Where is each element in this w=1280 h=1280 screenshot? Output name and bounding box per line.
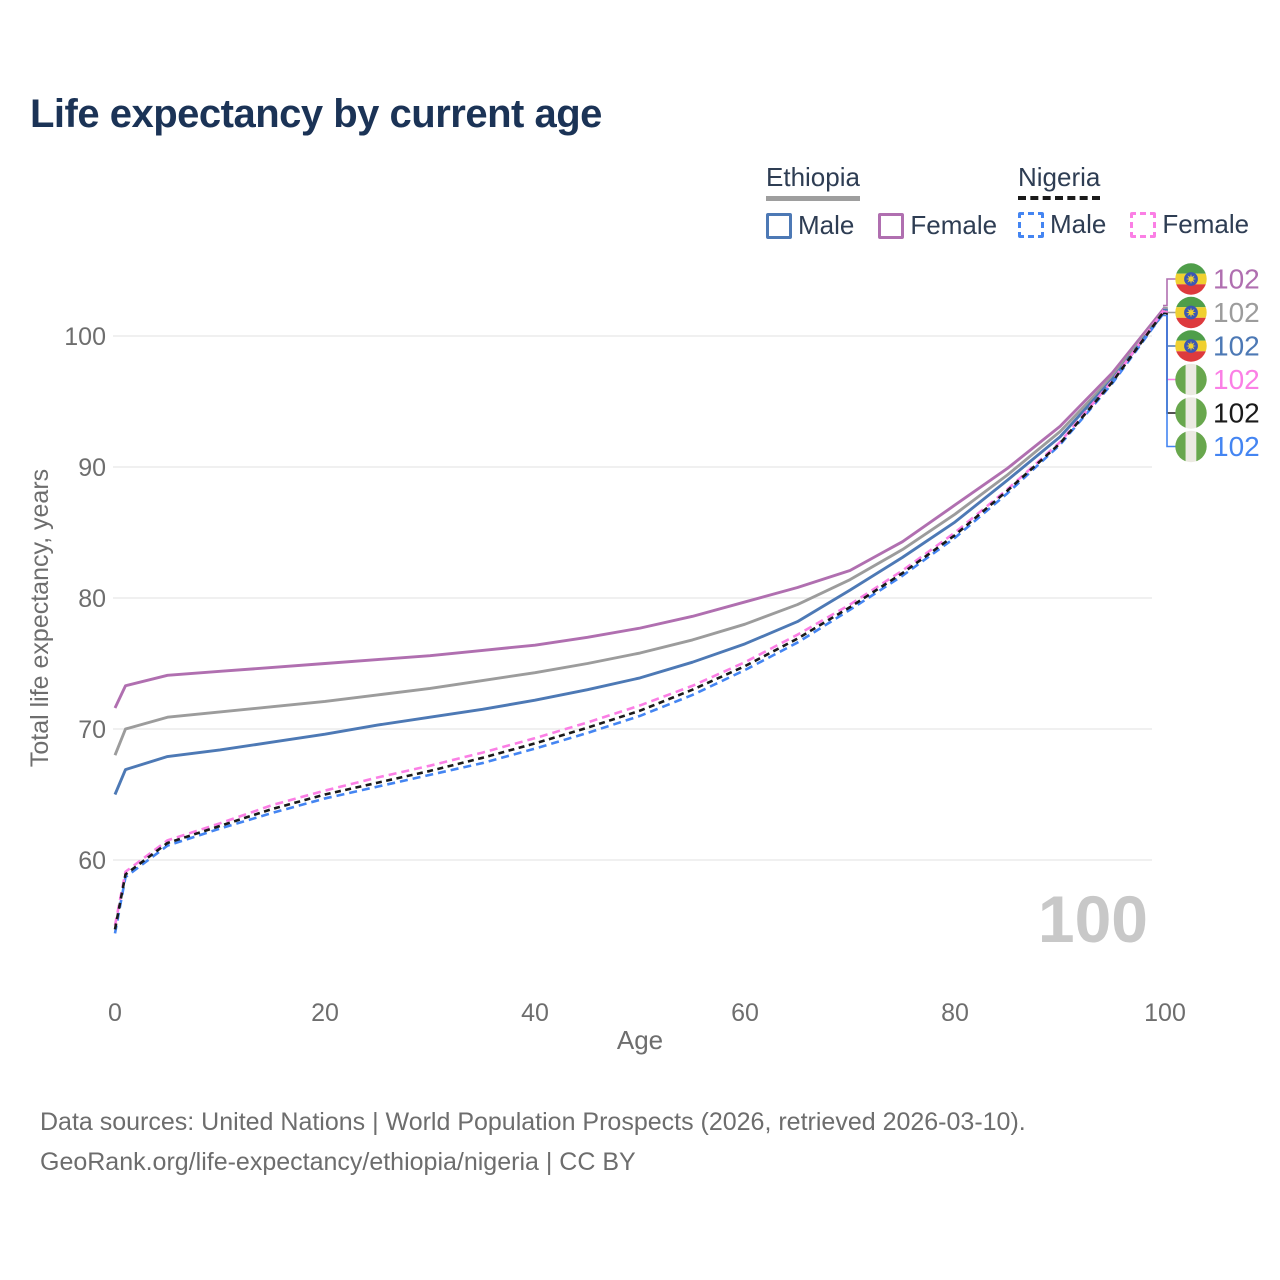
legend-swatch-ethiopia-male-icon bbox=[766, 212, 792, 239]
legend-item-nigeria-male[interactable]: Male bbox=[1018, 209, 1106, 240]
x-tick-label-40: 40 bbox=[521, 999, 549, 1027]
series-line-ethiopia-both[interactable] bbox=[113, 308, 1167, 756]
legend-item-label: Female bbox=[910, 210, 998, 240]
legend-item-label: Male bbox=[1050, 209, 1107, 239]
series-line-nigeria-female[interactable] bbox=[113, 307, 1167, 926]
legend-swatch-nigeria-female-icon bbox=[1130, 211, 1157, 238]
legend-country-ethiopia[interactable]: Ethiopia bbox=[766, 162, 860, 201]
footer-attribution-url[interactable]: GeoRank.org/life-expectancy/ethiopia/nig… bbox=[40, 1148, 636, 1176]
y-tick-label-70: 70 bbox=[78, 716, 106, 744]
x-tick-label-20: 20 bbox=[311, 999, 339, 1027]
end-value-label-nigeria-male: 102 bbox=[1213, 431, 1260, 462]
legend-item-label: Female bbox=[1162, 209, 1250, 239]
series-line-nigeria-male[interactable] bbox=[113, 310, 1167, 934]
y-tick-label-60: 60 bbox=[78, 847, 106, 875]
flag-icon-ethiopia bbox=[1175, 263, 1207, 295]
series-line-nigeria-both[interactable] bbox=[113, 309, 1167, 930]
end-value-label-nigeria-female: 102 bbox=[1213, 364, 1260, 395]
series-line-ethiopia-female[interactable] bbox=[113, 306, 1167, 709]
y-tick-label-80: 80 bbox=[78, 585, 106, 613]
y-tick-label-90: 90 bbox=[78, 454, 106, 482]
legend-item-label: Male bbox=[798, 210, 855, 240]
page-title: Life expectancy by current age bbox=[30, 92, 602, 136]
x-axis-title: Age bbox=[617, 1025, 663, 1055]
x-tick-label-100: 100 bbox=[1144, 999, 1186, 1027]
legend-item-ethiopia-male[interactable]: Male bbox=[766, 210, 854, 241]
flag-icon-nigeria bbox=[1175, 363, 1207, 396]
series-line-ethiopia-male[interactable] bbox=[113, 310, 1167, 796]
legend-swatch-ethiopia-female-icon bbox=[878, 212, 905, 239]
end-connector-nigeria-male bbox=[1163, 314, 1176, 448]
flag-icon-ethiopia bbox=[1175, 296, 1207, 329]
end-value-label-nigeria-both: 102 bbox=[1213, 398, 1260, 429]
y-tick-label-100: 100 bbox=[64, 323, 106, 351]
hover-age-watermark: 100 bbox=[1038, 882, 1148, 956]
legend-country-nigeria[interactable]: Nigeria bbox=[1018, 162, 1101, 200]
x-tick-label-60: 60 bbox=[731, 999, 759, 1027]
legend-group-nigeria: Nigeria Male Female bbox=[1018, 162, 1249, 240]
x-tick-label-80: 80 bbox=[941, 999, 969, 1027]
y-axis-title: Total life expectancy, years bbox=[26, 469, 54, 767]
footer-data-sources: Data sources: United Nations | World Pop… bbox=[40, 1108, 1026, 1136]
flag-icon-ethiopia bbox=[1175, 330, 1207, 362]
flag-icon-nigeria bbox=[1175, 430, 1207, 463]
x-tick-label-0: 0 bbox=[108, 999, 122, 1027]
legend-swatch-nigeria-male-icon bbox=[1018, 211, 1044, 238]
end-connector-ethiopia-female bbox=[1163, 278, 1176, 307]
end-connector-nigeria-both bbox=[1163, 312, 1176, 414]
end-value-label-ethiopia-male: 102 bbox=[1213, 331, 1260, 362]
legend-item-nigeria-female[interactable]: Female bbox=[1130, 209, 1249, 240]
legend-group-ethiopia: Ethiopia Male Female bbox=[766, 162, 997, 241]
end-value-label-ethiopia-both: 102 bbox=[1213, 297, 1260, 328]
end-value-label-ethiopia-female: 102 bbox=[1213, 264, 1260, 295]
flag-icon-nigeria bbox=[1175, 397, 1207, 429]
legend-item-ethiopia-female[interactable]: Female bbox=[878, 210, 997, 241]
